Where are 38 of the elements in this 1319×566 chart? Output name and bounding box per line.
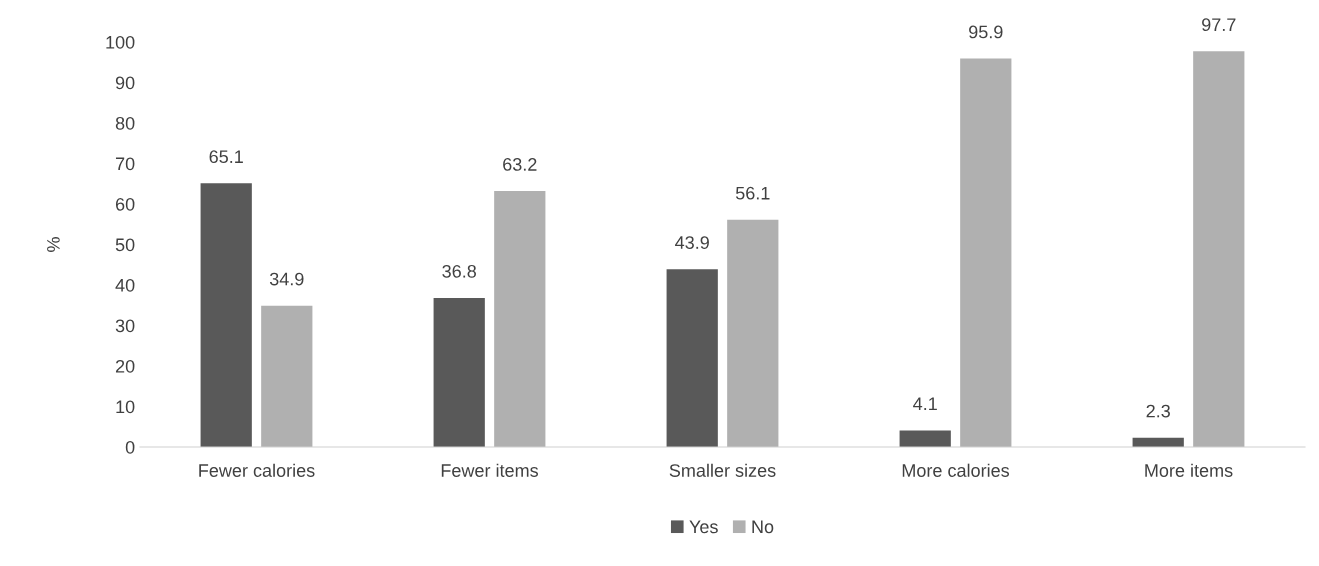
- bar: [727, 219, 779, 447]
- x-tick-label: Smaller sizes: [669, 463, 776, 477]
- y-tick-label: 10: [116, 400, 135, 414]
- y-tick-label: 100: [106, 35, 135, 49]
- data-label: 95.9: [969, 25, 1003, 39]
- legend-label: Yes: [689, 520, 718, 534]
- y-tick-label: 90: [115, 76, 135, 90]
- data-label: 2.3: [1146, 404, 1170, 418]
- data-label: 97.7: [1202, 18, 1236, 32]
- bar: [960, 58, 1012, 447]
- bar: [666, 269, 718, 447]
- y-tick-label: 20: [115, 359, 135, 373]
- data-label: 56.1: [735, 186, 770, 200]
- x-tick-label: Fewer items: [441, 463, 539, 477]
- bar: [433, 297, 485, 447]
- data-label: 63.2: [503, 158, 537, 171]
- y-tick-label: 50: [115, 238, 135, 252]
- y-axis-title: %: [47, 237, 60, 252]
- legend-label: No: [752, 520, 774, 534]
- y-tick-label: 60: [115, 197, 135, 211]
- y-tick-label: 40: [115, 278, 135, 292]
- y-tick-label: 80: [115, 116, 135, 130]
- x-tick-label: Fewer calories: [199, 463, 315, 477]
- y-tick-label: 0: [125, 440, 135, 454]
- bar: [200, 183, 252, 447]
- bar: [899, 430, 951, 447]
- y-tick-label: 70: [115, 157, 135, 171]
- bar: [261, 305, 313, 447]
- data-label: 65.1: [209, 150, 243, 164]
- bar: [1193, 51, 1245, 447]
- data-label: 4.1: [913, 397, 937, 410]
- x-tick-label: More calories: [902, 463, 1010, 477]
- data-label: 36.8: [442, 264, 476, 278]
- x-tick-label: More items: [1145, 463, 1233, 477]
- y-tick-label: 30: [115, 319, 135, 333]
- bar: [494, 191, 546, 447]
- data-label: 34.9: [269, 272, 304, 286]
- data-label: 43.9: [675, 236, 709, 249]
